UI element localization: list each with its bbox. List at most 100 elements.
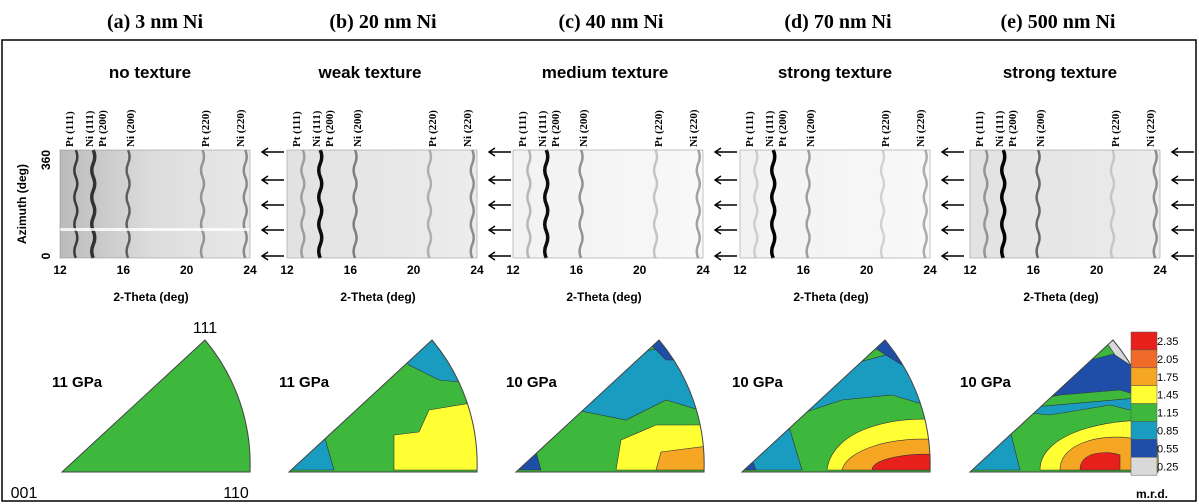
colorbar-tick: 2.05 <box>1157 354 1178 366</box>
x-tick-label: 12 <box>280 263 294 277</box>
x-tick-label: 20 <box>633 263 647 277</box>
diffraction-ring <box>352 149 358 259</box>
peak-label: Pt (111) <box>291 111 303 147</box>
peak-label: Pt (111) <box>517 111 529 147</box>
diffraction-ring <box>317 149 324 259</box>
diffraction-ring <box>526 149 532 259</box>
diffraction-ring <box>469 149 475 259</box>
panel-title: (a) 3 nm Ni <box>107 11 204 33</box>
panel-title: (b) 20 nm Ni <box>329 11 437 33</box>
diffraction-ring <box>922 149 928 259</box>
x-tick-label: 16 <box>570 263 584 277</box>
colorbar-tick: 0.85 <box>1157 426 1178 438</box>
x-axis-label: 2-Theta (deg) <box>113 290 188 304</box>
diffraction-ring <box>578 149 584 259</box>
peak-label: Pt (200) <box>550 110 562 147</box>
pole-outline <box>514 339 705 473</box>
arrow <box>260 225 284 235</box>
diffraction-ring <box>753 149 759 259</box>
colorbar-tick: 1.15 <box>1157 408 1178 420</box>
pressure-label: 10 GPa <box>732 374 784 391</box>
peak-label: Ni (220) <box>462 109 474 147</box>
colorbar-tick: 1.75 <box>1157 372 1178 384</box>
image-border <box>512 149 704 259</box>
peak-label: Pt (220) <box>200 110 212 147</box>
arrow <box>713 251 737 261</box>
peak-label: Ni (200) <box>352 109 364 147</box>
colorbar-box <box>1130 439 1158 458</box>
colorbar-box <box>1130 403 1158 422</box>
pole-figure: 10 GPa <box>732 339 931 473</box>
contour-region <box>655 444 705 471</box>
arrow <box>487 200 511 210</box>
colorbar-box <box>1130 331 1158 351</box>
frame <box>1 39 1197 502</box>
pole-label: 111 <box>193 320 217 337</box>
contour-region <box>1079 452 1121 471</box>
pole-figure: 10 GPa <box>506 339 705 473</box>
arrow <box>487 147 511 157</box>
texture-label: no texture <box>109 63 191 82</box>
arrow <box>260 251 284 261</box>
colorbar-box <box>1130 421 1158 440</box>
x-tick-label: 20 <box>180 263 194 277</box>
detector-image <box>287 150 477 258</box>
x-tick-label: 12 <box>53 263 67 277</box>
x-tick-label: 20 <box>860 263 874 277</box>
image-border <box>286 149 478 259</box>
arrow <box>713 175 737 185</box>
arrow <box>940 147 964 157</box>
y-tick-label: 360 <box>39 150 53 170</box>
detector-image <box>740 150 930 258</box>
colorbar-unit: m.r.d. <box>1136 487 1168 501</box>
texture-label: weak texture <box>318 63 422 82</box>
peak-label: Ni (220) <box>1145 109 1157 147</box>
peak-label: Pt (220) <box>1110 110 1122 147</box>
arrow <box>1170 225 1194 235</box>
arrow <box>940 225 964 235</box>
colorbar-tick: 1.45 <box>1157 390 1178 402</box>
colorbar-tick: 0.25 <box>1157 461 1178 473</box>
panel-title: (c) 40 nm Ni <box>559 11 664 33</box>
diffraction-ring <box>770 149 777 259</box>
pole-figure: 11 GPa <box>52 339 251 473</box>
arrow <box>487 175 511 185</box>
diffraction-ring <box>1035 149 1041 259</box>
detector-image <box>60 150 250 258</box>
image-border <box>739 149 931 259</box>
x-axis-label: 2-Theta (deg) <box>793 290 868 304</box>
peak-label: Ni (220) <box>915 109 927 147</box>
arrow <box>1170 251 1194 261</box>
arrow <box>260 200 284 210</box>
texture-label: strong texture <box>778 63 892 82</box>
arrow <box>487 225 511 235</box>
image-streak <box>60 228 250 231</box>
diffraction-ring <box>90 149 97 259</box>
arrow <box>713 147 737 157</box>
diffraction-ring <box>1152 149 1158 259</box>
x-tick-label: 24 <box>923 263 937 277</box>
x-tick-label: 16 <box>1027 263 1041 277</box>
peak-label: Pt (111) <box>744 111 756 147</box>
diffraction-ring <box>73 149 79 259</box>
contour-region <box>393 399 478 471</box>
diffraction-ring <box>983 149 989 259</box>
diffraction-ring <box>1000 149 1007 259</box>
detector-image <box>970 150 1160 258</box>
x-tick-label: 16 <box>117 263 131 277</box>
peak-label: Pt (111) <box>64 111 76 147</box>
peak-label: Ni (111) <box>84 110 96 147</box>
y-axis-label: Azimuth (deg) <box>15 164 29 244</box>
colorbar-box <box>1130 349 1158 369</box>
x-tick-label: 12 <box>733 263 747 277</box>
peak-label: Ni (111) <box>764 110 776 147</box>
peak-label: Ni (200) <box>1035 109 1047 147</box>
y-tick-label: 0 <box>39 252 53 259</box>
diffraction-ring <box>1109 149 1116 259</box>
panel-title: (e) 500 nm Ni <box>1001 11 1116 33</box>
pole-base <box>62 340 251 472</box>
pole-figure: 11 GPa <box>279 339 478 473</box>
peak-label: Pt (200) <box>777 110 789 147</box>
panel-title: (d) 70 nm Ni <box>784 11 892 33</box>
pressure-label: 10 GPa <box>960 374 1012 391</box>
